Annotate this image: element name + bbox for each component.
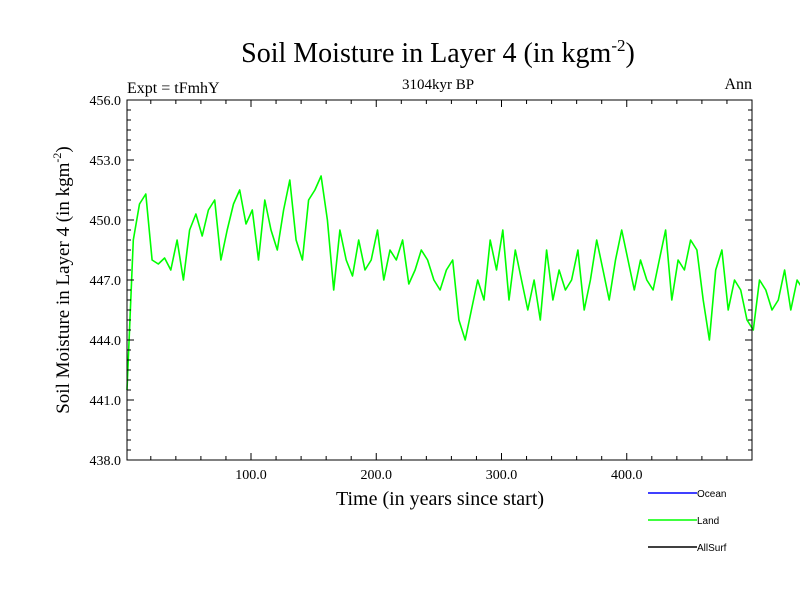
legend-label-ocean: Ocean — [697, 489, 726, 500]
experiment-label: Expt = tFmhY — [127, 80, 220, 97]
chart-title-main: Soil Moisture in Layer 4 (in kgm — [241, 38, 611, 69]
y-axis-label-close: ) — [53, 146, 74, 152]
y-axis-label: Soil Moisture in Layer 4 (in kgm-2) — [50, 146, 74, 414]
chart-subtitle: 3104kyr BP — [402, 77, 474, 93]
y-tick-label: 453.0 — [90, 154, 122, 169]
plot-frame — [126, 99, 753, 461]
legend-label-allsurf: AllSurf — [697, 543, 727, 554]
legend-label-land: Land — [697, 516, 719, 527]
x-tick-label: 300.0 — [486, 468, 518, 483]
x-tick-label: 100.0 — [235, 468, 267, 483]
y-tick-label: 444.0 — [90, 334, 122, 349]
y-tick-label: 450.0 — [90, 214, 122, 229]
y-tick-label: 447.0 — [90, 274, 122, 289]
chart-title-close: ) — [626, 38, 635, 69]
y-axis-label-main: Soil Moisture in Layer 4 (in kgm — [53, 162, 74, 413]
chart-title-superscript: -2 — [611, 36, 625, 55]
series-line-land — [126, 175, 800, 391]
x-axis-label: Time (in years since start) — [336, 488, 544, 510]
y-tick-label: 456.0 — [90, 94, 122, 109]
chart-title: Soil Moisture in Layer 4 (in kgm-2) — [241, 36, 635, 69]
plot-area — [126, 99, 800, 461]
y-axis-label-superscript: -2 — [50, 153, 64, 163]
season-label: Ann — [724, 76, 752, 93]
legend: Ocean Land AllSurf — [648, 489, 727, 554]
x-tick-label: 200.0 — [360, 468, 392, 483]
y-tick-label: 441.0 — [90, 394, 122, 409]
y-tick-label: 438.0 — [90, 454, 122, 469]
x-tick-label: 400.0 — [611, 468, 643, 483]
axis-ticks: 438.0 441.0 444.0 447.0 450.0 453.0 456.0 100.0… — [90, 94, 752, 483]
